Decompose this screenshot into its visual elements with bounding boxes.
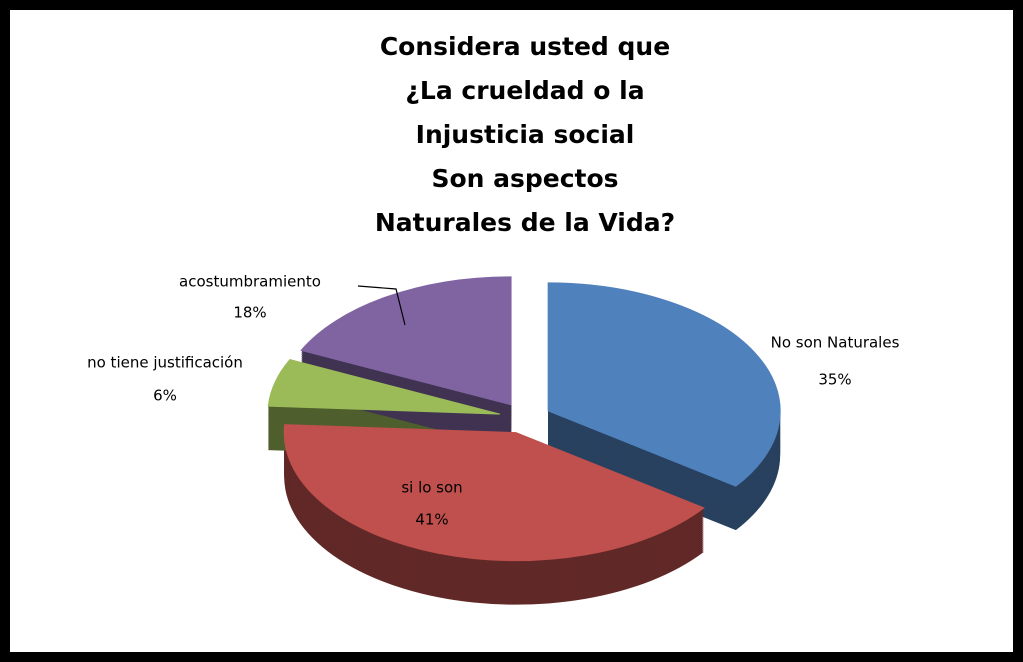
chart-title: Injusticia social bbox=[416, 120, 635, 149]
chart-title: Son aspectos bbox=[431, 164, 618, 193]
value-label: 6% bbox=[153, 387, 177, 405]
chart-title: ¿La crueldad o la bbox=[405, 76, 644, 105]
slice bbox=[547, 282, 781, 487]
slice-label: no tiene justificación bbox=[87, 354, 243, 372]
leader-line bbox=[357, 285, 406, 326]
value-label: 35% bbox=[818, 371, 851, 389]
pie-tops bbox=[267, 276, 781, 562]
labels: No son Naturales 35% si lo son 41% no tiene … bbox=[87, 273, 899, 529]
value-label: 41% bbox=[415, 511, 448, 529]
chart-title: Considera usted que bbox=[380, 32, 670, 61]
slice-label: si lo son bbox=[401, 479, 462, 497]
value-label: 18% bbox=[233, 304, 266, 322]
slice bbox=[283, 424, 705, 562]
slice-label: No son Naturales bbox=[771, 334, 900, 352]
chart-title: Naturales de la Vida? bbox=[375, 208, 675, 237]
slice bbox=[267, 359, 500, 415]
slice-label: acostumbramiento bbox=[179, 273, 321, 291]
slice bbox=[300, 276, 512, 406]
